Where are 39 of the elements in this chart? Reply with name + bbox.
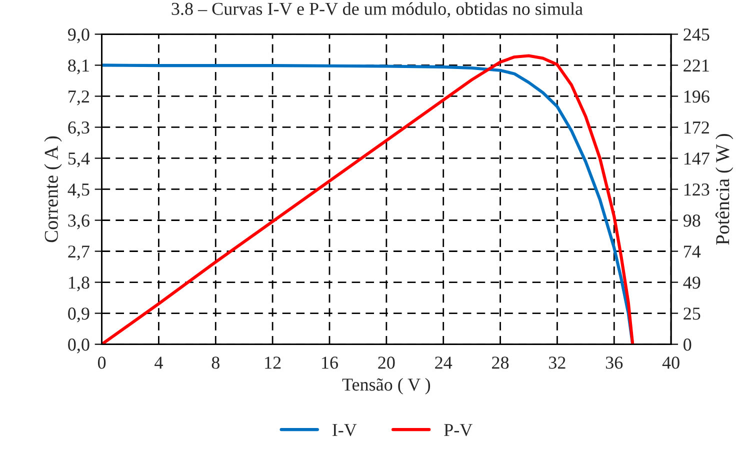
y-tick-label: 0,9 [68, 308, 90, 322]
x-tick-label: 12 [265, 356, 281, 369]
y-tick-label: 0,0 [68, 338, 90, 354]
y-axis-title: Corrente ( A ) [44, 136, 62, 242]
y-tick-label: 5,4 [68, 152, 90, 168]
x-tick-label: 8 [212, 356, 220, 369]
y2-tick-label: 172 [684, 122, 709, 134]
y-tick-label: 8,1 [68, 59, 89, 74]
y2-tick-label: 74 [684, 246, 701, 258]
legend-label: I-V [332, 424, 357, 436]
y2-tick-label: 0 [684, 338, 692, 351]
x-tick-label: 0 [98, 356, 106, 369]
x-tick-label: 24 [435, 356, 452, 369]
legend-label: P-V [444, 424, 472, 436]
y2-tick-label: 49 [683, 276, 700, 289]
y2-tick-label: 245 [684, 28, 710, 41]
y2-tick-label: 196 [684, 90, 710, 103]
y-tick-label: 1,8 [69, 276, 90, 292]
y-tick-label: 6,3 [68, 122, 90, 136]
x-tick-label: 32 [549, 356, 566, 369]
y2-tick-label: 147 [684, 152, 710, 164]
x-tick-label: 28 [492, 356, 509, 369]
x-tick-label: 16 [322, 356, 338, 369]
y2-tick-label: 123 [684, 184, 710, 196]
y-tick-label: 9,0 [68, 28, 90, 44]
y2-tick-label: 98 [683, 214, 700, 227]
y-tick-label: 7,2 [68, 90, 89, 106]
x-tick-label: 20 [378, 356, 395, 369]
y-tick-label: 2,7 [68, 246, 90, 260]
y2-axis-title: Potência ( W ) [716, 134, 734, 245]
x-axis-title: Tensão ( V ) [342, 378, 430, 394]
x-tick-label: 4 [154, 356, 163, 369]
y-tick-label: 4,5 [68, 184, 90, 198]
x-tick-label: 36 [606, 356, 623, 369]
y-tick-label: 3,6 [68, 214, 90, 230]
chart-title: 3.8 – Curvas I-V e P-V de um módulo, obtidas no simula [172, 2, 583, 18]
y2-tick-label: 221 [684, 60, 709, 72]
x-tick-label: 40 [662, 356, 680, 369]
y2-tick-label: 25 [684, 308, 700, 320]
